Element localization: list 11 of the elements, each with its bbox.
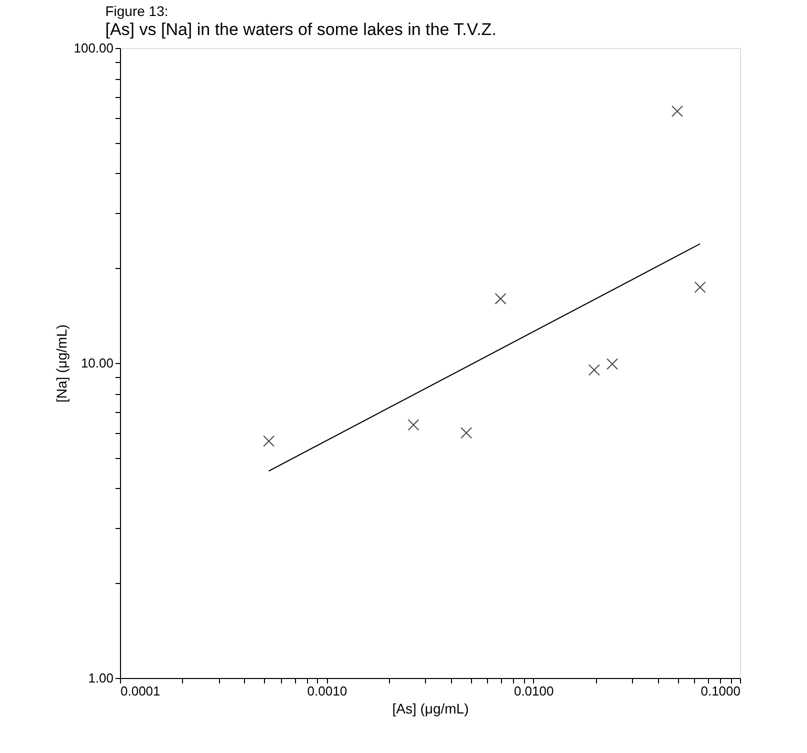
x-tick-label: 0.1000 [700, 684, 740, 698]
chart-title: Figure 13: [105, 3, 168, 19]
x-tick-label: 0.0100 [514, 684, 554, 698]
y-tick-label: 10.00 [80, 356, 114, 370]
x-tick-label: 0.0010 [307, 684, 348, 698]
y-tick-label: 100.00 [74, 40, 114, 56]
y-axis-title: [Na] (μg/mL) [54, 324, 70, 403]
chart-subtitle: [As] vs [Na] in the waters of some lakes in the T.V.Z. [105, 20, 496, 39]
x-axis-title: [As] (μg/mL) [392, 700, 469, 716]
y-tick-label: 1.00 [88, 670, 114, 686]
x-tick-label: 0.0001 [120, 684, 160, 698]
